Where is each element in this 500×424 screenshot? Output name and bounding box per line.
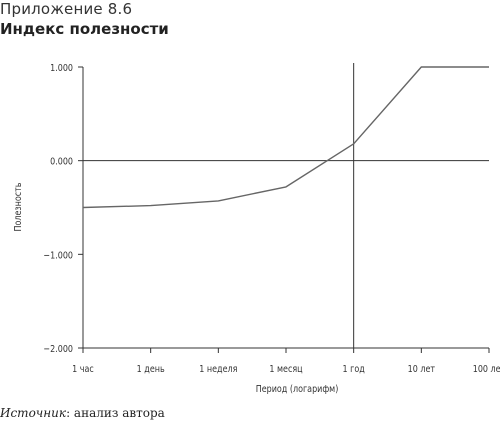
x-tick-label: 10 лет: [408, 364, 435, 375]
x-tick-label: 100 лет: [473, 364, 500, 375]
y-tick-label: −1.000: [43, 251, 73, 262]
y-axis-label: Полезность: [13, 182, 24, 231]
source-note: Источник: анализ автора: [0, 406, 165, 420]
x-tick-label: 1 день: [137, 364, 165, 375]
x-axis-label: Период (логарифм): [256, 384, 339, 395]
y-tick-label: 1.000: [50, 63, 73, 74]
y-tick-label: −2.000: [43, 344, 73, 355]
chart-title: Индекс полезности: [0, 20, 169, 38]
utility-series-line: [82, 66, 489, 209]
x-tick-label: 1 месяц: [269, 364, 302, 375]
y-tick-label: 0.000: [50, 157, 73, 168]
appendix-caption: Приложение 8.6: [0, 0, 133, 18]
x-tick-label: 1 час: [72, 364, 94, 375]
tick-labels: 1.000 0.000 −1.000 −2.000 1 час 1 день 1 недел…: [43, 63, 500, 375]
x-tick-label: 1 неделя: [199, 364, 237, 375]
source-label: Источник: [0, 406, 67, 420]
series-layer: [82, 66, 490, 209]
source-text: : анализ автора: [66, 406, 165, 420]
utility-index-chart: 1.000 0.000 −1.000 −2.000 1 час 1 день 1 недел…: [13, 63, 500, 395]
x-tick-label: 1 год: [343, 364, 365, 375]
tick-marks: [78, 66, 490, 353]
